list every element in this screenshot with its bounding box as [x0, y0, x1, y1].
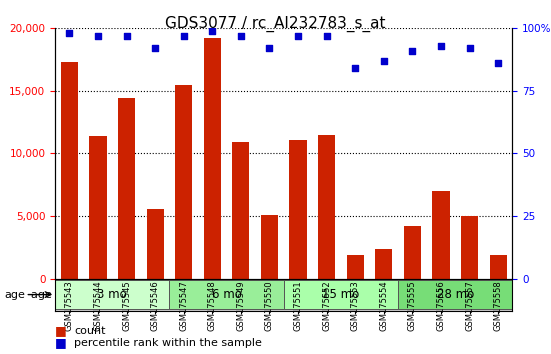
- Text: GSM175550: GSM175550: [265, 280, 274, 331]
- Text: GSM175556: GSM175556: [436, 280, 445, 331]
- Bar: [84, 279, 112, 310]
- Text: GSM175558: GSM175558: [494, 280, 503, 331]
- Bar: [433, 191, 450, 279]
- Text: count: count: [74, 326, 106, 336]
- Bar: [118, 98, 135, 279]
- Bar: [61, 62, 78, 279]
- Bar: [175, 85, 192, 279]
- Text: 15 mo: 15 mo: [322, 288, 360, 301]
- Bar: [370, 279, 398, 310]
- Point: [465, 46, 474, 51]
- Point: [208, 28, 217, 34]
- Text: 3 mo: 3 mo: [98, 288, 127, 301]
- Point: [294, 33, 302, 39]
- FancyBboxPatch shape: [398, 280, 512, 309]
- Bar: [55, 279, 84, 310]
- Text: GSM175554: GSM175554: [379, 280, 388, 331]
- Text: GDS3077 / rc_AI232783_s_at: GDS3077 / rc_AI232783_s_at: [165, 16, 386, 32]
- Bar: [204, 38, 221, 279]
- Text: GSM175557: GSM175557: [465, 280, 474, 331]
- Text: GSM175543: GSM175543: [65, 280, 74, 331]
- Point: [494, 61, 503, 66]
- Point: [179, 33, 188, 39]
- Bar: [170, 279, 198, 310]
- Bar: [490, 255, 507, 279]
- FancyBboxPatch shape: [55, 280, 170, 309]
- Bar: [233, 142, 250, 279]
- Point: [65, 30, 74, 36]
- Bar: [484, 279, 512, 310]
- Text: GSM175549: GSM175549: [236, 280, 245, 331]
- Text: GSM175547: GSM175547: [179, 280, 188, 331]
- Bar: [284, 279, 312, 310]
- Bar: [289, 140, 306, 279]
- Bar: [312, 279, 341, 310]
- Text: GSM175548: GSM175548: [208, 280, 217, 331]
- Text: 28 mo: 28 mo: [436, 288, 474, 301]
- Bar: [318, 135, 335, 279]
- FancyBboxPatch shape: [170, 280, 284, 309]
- Bar: [461, 216, 478, 279]
- Text: GSM175544: GSM175544: [94, 280, 102, 331]
- Bar: [375, 249, 392, 279]
- Point: [151, 46, 160, 51]
- Point: [380, 58, 388, 64]
- Text: GSM175552: GSM175552: [322, 280, 331, 331]
- Bar: [347, 255, 364, 279]
- Point: [436, 43, 445, 48]
- Bar: [255, 279, 284, 310]
- Point: [94, 33, 102, 39]
- Text: GSM175551: GSM175551: [294, 280, 302, 331]
- Bar: [141, 279, 170, 310]
- Text: GSM175546: GSM175546: [150, 280, 160, 331]
- Bar: [404, 226, 421, 279]
- Text: age: age: [31, 290, 56, 299]
- Bar: [147, 209, 164, 279]
- Point: [408, 48, 417, 54]
- Point: [236, 33, 245, 39]
- Text: GSM175555: GSM175555: [408, 280, 417, 331]
- Point: [265, 46, 274, 51]
- Text: age: age: [4, 290, 25, 299]
- Bar: [341, 279, 370, 310]
- Bar: [261, 216, 278, 279]
- Text: GSM175553: GSM175553: [351, 280, 360, 331]
- Bar: [112, 279, 141, 310]
- Text: ■: ■: [55, 325, 67, 337]
- Text: GSM175545: GSM175545: [122, 280, 131, 331]
- FancyBboxPatch shape: [284, 280, 398, 309]
- Bar: [455, 279, 484, 310]
- Bar: [426, 279, 455, 310]
- Bar: [398, 279, 426, 310]
- Text: 6 mo: 6 mo: [212, 288, 241, 301]
- Bar: [89, 136, 106, 279]
- Text: percentile rank within the sample: percentile rank within the sample: [74, 338, 262, 348]
- Bar: [198, 279, 226, 310]
- Point: [122, 33, 131, 39]
- Point: [322, 33, 331, 39]
- Point: [351, 65, 360, 71]
- Bar: [226, 279, 255, 310]
- Text: ■: ■: [55, 336, 67, 349]
